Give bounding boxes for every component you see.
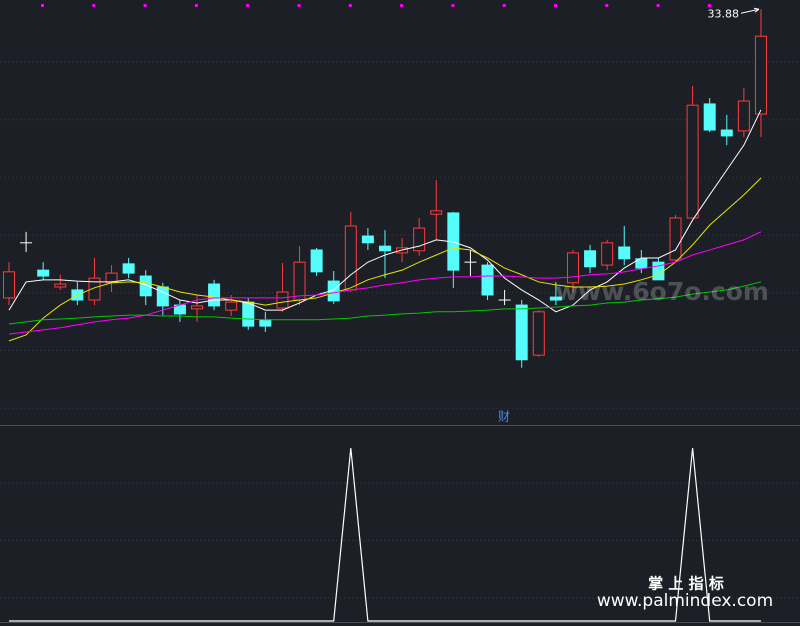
candle-body [601, 242, 614, 266]
candle-body [549, 296, 562, 301]
candle-body [584, 250, 597, 268]
moving-average-line [8, 177, 762, 342]
candle-body [208, 283, 221, 307]
moving-average-line [8, 281, 762, 325]
marker-dot [400, 4, 404, 7]
marker-dot [41, 4, 44, 7]
candle-body [481, 264, 494, 296]
candle-body [720, 129, 733, 137]
candle-body [703, 103, 716, 131]
marker-dot [656, 4, 660, 7]
candle-body [242, 301, 255, 327]
indicator-line [9, 447, 761, 622]
marker-dot [194, 4, 198, 7]
candle-body [156, 286, 169, 307]
candle-body [88, 277, 101, 301]
annotation-arrow [740, 8, 760, 14]
annotation-arrowhead [753, 7, 760, 13]
marker-dot [92, 4, 96, 7]
candle-body [293, 261, 306, 301]
candle-body [532, 311, 545, 356]
candle-body [754, 35, 767, 115]
watermark: www.6o7o.com [555, 277, 769, 306]
candle-body [122, 263, 135, 274]
candle-body [566, 252, 579, 284]
candle-body [259, 319, 272, 327]
candle-body [361, 235, 374, 244]
candle-body [669, 217, 682, 261]
candle-body [139, 275, 152, 297]
candle-body [344, 225, 357, 291]
marker-dot [348, 4, 352, 7]
candle-body [635, 258, 648, 269]
candle-body [310, 249, 323, 273]
candle-body [190, 305, 203, 310]
max-label: 33.88 [707, 7, 739, 20]
candle-body [737, 100, 750, 132]
indicator-title: 财 [498, 410, 510, 424]
candle-body [686, 104, 699, 219]
marker-dot [554, 4, 557, 7]
watermark: 掌 上 指 标 [648, 575, 724, 593]
moving-average-line [8, 109, 762, 313]
marker-dot [502, 4, 506, 7]
candle-body [413, 227, 426, 252]
candle-body [37, 269, 50, 277]
candle-body [3, 271, 15, 299]
marker-dot [605, 4, 609, 7]
candle-body [430, 210, 443, 215]
candle-body [225, 301, 238, 311]
marker-dot [451, 4, 455, 7]
candle-body [378, 245, 391, 252]
watermark: www.palmindex.com [597, 591, 773, 611]
candle-body [618, 246, 631, 260]
marker-dot [246, 4, 250, 7]
candle-body [515, 304, 528, 361]
moving-average-line [8, 231, 762, 335]
marker-dot [707, 4, 711, 7]
candle-body [54, 283, 67, 288]
candle-body [276, 291, 289, 309]
marker-dot [143, 4, 147, 7]
marker-dot [297, 4, 301, 7]
